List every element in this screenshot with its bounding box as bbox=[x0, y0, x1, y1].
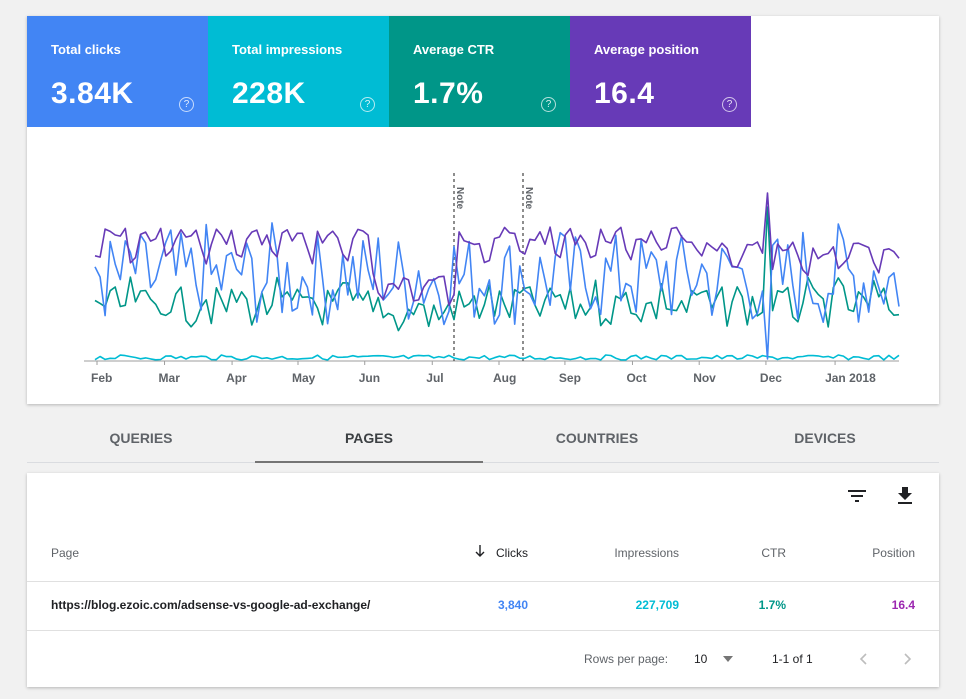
chevron-right-icon[interactable] bbox=[900, 652, 914, 666]
tab-queries[interactable]: QUERIES bbox=[109, 430, 173, 446]
performance-card: Total clicks 3.84K ? Total impressions 2… bbox=[27, 16, 939, 404]
rows-per-page-select[interactable]: 10 bbox=[694, 652, 708, 666]
metric-average-ctr[interactable]: Average CTR 1.7% ? bbox=[389, 16, 570, 127]
dropdown-arrow-icon[interactable] bbox=[722, 655, 734, 663]
pagination-footer: Rows per page: 10 1-1 of 1 bbox=[27, 637, 939, 681]
metric-total-impressions[interactable]: Total impressions 228K ? bbox=[208, 16, 389, 127]
metric-value: 3.84K bbox=[51, 77, 134, 110]
tab-devices[interactable]: DEVICES bbox=[794, 430, 856, 446]
help-icon[interactable]: ? bbox=[179, 97, 194, 112]
metric-label: Average CTR bbox=[413, 42, 495, 57]
x-tick-label: Jan 2018 bbox=[825, 371, 876, 385]
note-label: Note bbox=[454, 187, 465, 210]
pages-table-card: Page Clicks Impressions CTR Position htt… bbox=[27, 473, 939, 687]
metric-value: 16.4 bbox=[594, 77, 655, 110]
x-tick-label: Jun bbox=[359, 371, 380, 385]
header-ctr[interactable]: CTR bbox=[761, 546, 786, 560]
table-header: Page Clicks Impressions CTR Position bbox=[27, 533, 939, 582]
download-icon[interactable] bbox=[893, 484, 917, 508]
x-tick-label: May bbox=[292, 371, 316, 385]
performance-chart: Feb Mar Apr May Jun Jul Aug Sep Oct Nov Dec Jan 201… bbox=[84, 173, 900, 385]
header-page[interactable]: Page bbox=[51, 546, 80, 560]
chevron-left-icon[interactable] bbox=[857, 652, 871, 666]
row-impressions: 227,709 bbox=[635, 598, 679, 612]
filter-icon[interactable] bbox=[845, 484, 869, 508]
row-position: 16.4 bbox=[891, 598, 915, 612]
clicks-line[interactable] bbox=[94, 222, 900, 360]
metric-average-position[interactable]: Average position 16.4 ? bbox=[570, 16, 751, 127]
rows-per-page-label: Rows per page: bbox=[584, 652, 669, 666]
impressions-line[interactable] bbox=[94, 354, 900, 361]
header-impressions[interactable]: Impressions bbox=[614, 546, 679, 560]
metric-value: 1.7% bbox=[413, 77, 484, 110]
header-position[interactable]: Position bbox=[872, 546, 915, 560]
help-icon[interactable]: ? bbox=[541, 97, 556, 112]
ctr-line[interactable] bbox=[94, 206, 900, 332]
x-tick-label: Mar bbox=[159, 371, 181, 385]
x-tick-label: Sep bbox=[559, 371, 581, 385]
x-tick-label: Aug bbox=[493, 371, 516, 385]
help-icon[interactable]: ? bbox=[722, 97, 737, 112]
help-icon[interactable]: ? bbox=[360, 97, 375, 112]
x-tick-label: Nov bbox=[693, 371, 716, 385]
metric-total-clicks[interactable]: Total clicks 3.84K ? bbox=[27, 16, 208, 127]
tab-countries[interactable]: COUNTRIES bbox=[555, 430, 639, 446]
position-line[interactable] bbox=[94, 192, 900, 307]
header-clicks[interactable]: Clicks bbox=[496, 546, 528, 560]
page-range: 1-1 of 1 bbox=[772, 652, 813, 666]
x-tick-label: Dec bbox=[760, 371, 782, 385]
metric-label: Total clicks bbox=[51, 42, 121, 57]
metric-value: 228K bbox=[232, 77, 306, 110]
x-tick-label: Feb bbox=[91, 371, 112, 385]
metric-label: Total impressions bbox=[232, 42, 343, 57]
row-ctr: 1.7% bbox=[758, 598, 786, 612]
x-tick-label: Jul bbox=[426, 371, 443, 385]
note-label: Note bbox=[523, 187, 534, 210]
arrow-down-icon[interactable] bbox=[474, 544, 486, 558]
x-tick-label: Oct bbox=[626, 371, 646, 385]
metric-label: Average position bbox=[594, 42, 699, 57]
row-clicks: 3,840 bbox=[497, 598, 528, 612]
tab-pages[interactable]: PAGES bbox=[255, 414, 483, 463]
table-row[interactable]: https://blog.ezoic.com/adsense-vs-google… bbox=[27, 582, 939, 631]
dimension-tabs: QUERIES PAGES COUNTRIES DEVICES bbox=[27, 414, 939, 463]
x-tick-label: Apr bbox=[226, 371, 247, 385]
row-page-url[interactable]: https://blog.ezoic.com/adsense-vs-google… bbox=[51, 598, 371, 612]
metric-tiles: Total clicks 3.84K ? Total impressions 2… bbox=[27, 16, 751, 127]
